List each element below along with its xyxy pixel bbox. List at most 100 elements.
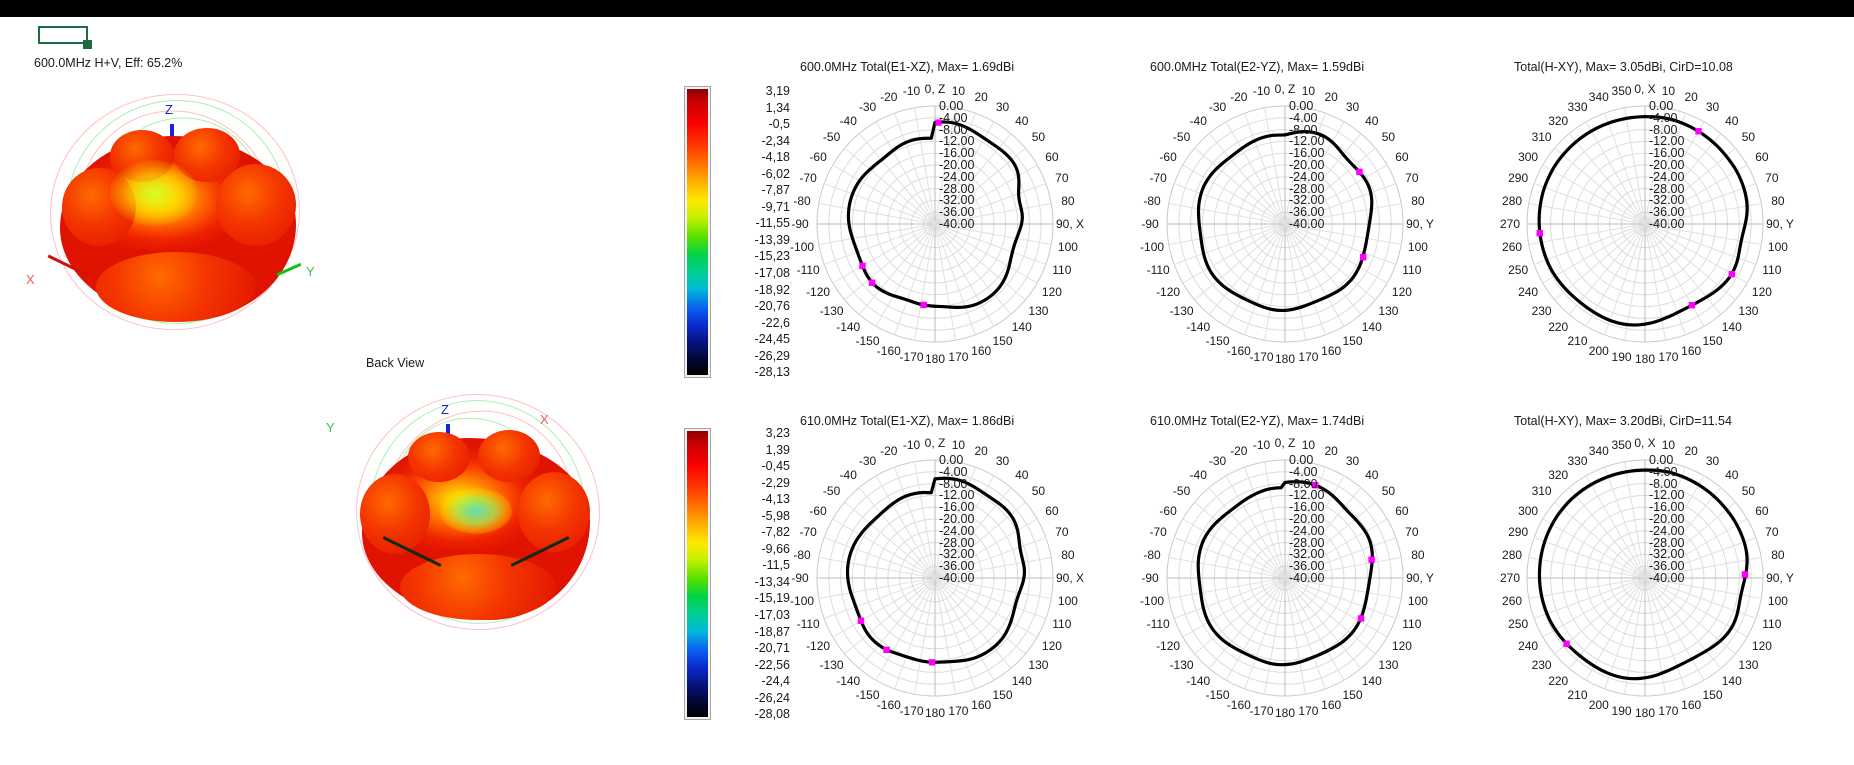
polar-angle-label: -70 [799,524,817,539]
polar-angle-label: 210 [1567,333,1588,348]
polar-angle-label: 170 [948,703,969,718]
polar-angle-label: 40 [1725,467,1739,482]
polar-angle-label: -40 [1189,467,1207,482]
polar-angle-label: -100 [1140,594,1165,609]
colorbar-gradient-row1 [684,428,711,720]
polar-trace [845,476,1027,664]
colorbar-tick: -9,71 [761,199,791,214]
polar-angle-label: 130 [1378,657,1399,672]
polar-angle-label: 0, Z [1274,82,1296,96]
polar-angle-label: -100 [1140,240,1165,255]
colorbar-tick: -22,6 [761,315,791,330]
polar-angle-label: -20 [880,444,898,459]
pattern3d-back-row0[interactable]: Back View Z Y X [326,356,626,656]
polar-radial-tick: -16.00 [1649,146,1685,161]
polar-angle-label: 280 [1502,547,1523,562]
polar-angle-label: 90, Y [1766,217,1794,231]
polar-angle-label: 40 [1015,467,1029,482]
polar-angle-label: 350 [1611,438,1632,453]
polar-radial-tick: -28.00 [939,535,975,550]
polar-angle-label: 10 [951,84,966,99]
polar-angle-label: -40 [839,113,857,128]
colorbar-tick: -20,76 [754,299,790,314]
colorbar-tick: -0,5 [768,117,790,132]
polar-angle-label: 60 [1755,503,1769,518]
polar-radial-tick: 0.00 [1289,453,1314,467]
polar-angle-label: 250 [1508,263,1529,278]
polar-angle-label: -170 [1249,349,1274,364]
polar-plot-e2-yz-row0[interactable]: 600.0MHz Total(E2-YZ), Max= 1.59dBi 0.00 -… [1140,60,1434,366]
polar-angle-label: 280 [1502,193,1523,208]
polar-radial-tick: 0.00 [1289,99,1314,113]
polar-angle-label: 120 [1041,284,1062,299]
polar-angle-label: 300 [1518,149,1539,164]
polar-radial-tick: -16.00 [1289,500,1325,515]
polar-angle-label: -130 [1169,303,1194,318]
polar-angle-label: -70 [1149,524,1167,539]
polar-radial-tick: -36.00 [1649,559,1685,574]
polar-radial-tick: -20.00 [1649,158,1685,172]
polar-angle-label: 100 [1767,594,1788,609]
polar-plot-h-xy-row0[interactable]: Total(H-XY), Max= 3.05dBi, CirD=10.08 0.0… [1500,60,1794,366]
polar-angle-label: 30 [995,454,1010,469]
polar-plot-e2-yz-row1[interactable]: 610.0MHz Total(E2-YZ), Max= 1.74dBi 0.00-… [1140,414,1434,720]
polar-radial-tick: -32.00 [939,547,975,562]
polar-plot-title: 600.0MHz Total(E2-YZ), Max= 1.59dBi [1150,60,1365,74]
polar-angle-label: 170 [948,349,969,364]
polar-angle-label: 20 [1324,444,1338,459]
polar-trace [1196,480,1374,667]
polar-plot-e1-xz-row0[interactable]: 600.0MHz Total(E1-XZ), Max= 1.69dBi 0.00-… [790,60,1084,366]
polar-plot-e1-xz-row1[interactable]: 610.0MHz Total(E1-XZ), Max= 1.86dBi 0.00-… [790,414,1084,720]
polar-angle-label: 60 [1755,149,1769,164]
polar-angle-label: -60 [1159,149,1177,164]
colorbar-tick: -24,4 [761,674,791,689]
pattern3d-front-row0[interactable]: 600.0MHz H+V, Eff: 65.2% Z X Y [26,56,326,356]
polar-radial-tick: -32.00 [1289,547,1325,562]
polar-angle-label: -150 [1205,333,1230,348]
polar-angle-label: 120 [1391,638,1412,653]
polar-radial-tick: -24.00 [1289,523,1325,538]
polar-radial-tick: -8.00 [1649,122,1678,137]
polar-radial-tick: -32.00 [1289,193,1325,208]
polar-angle-label: -140 [836,320,861,335]
polar-angle-label: -120 [1156,638,1181,653]
polar-angle-label: -80 [1143,193,1161,208]
polar-radial-tick: -12.00 [939,488,975,503]
polar-radial-tick: -12.00 [1289,488,1325,503]
polar-angle-label: 160 [1321,343,1342,358]
lobe-bump [518,472,590,552]
colorbar-tick: -24,45 [754,332,790,347]
lobe-bump [400,554,556,620]
polar-grid [1526,105,1764,343]
polar-marker [928,659,936,666]
polar-radial-tick: -24.00 [939,169,975,184]
polar-angle-label: 90, X [1055,217,1085,231]
polar-angle-label: 160 [971,343,992,358]
polar-angle-label: 80 [1771,547,1785,562]
polar-angle-label: -170 [1249,703,1274,718]
polar-angle-label: 70 [1055,524,1069,539]
polar-plot-h-xy-row1[interactable]: Total(H-XY), Max= 3.20dBi, CirD=11.54 0.0… [1500,414,1794,720]
polar-radial-tick: -28.00 [1649,181,1685,196]
polar-angle-label: 310 [1531,130,1552,145]
polar-radial-tick: 0.00 [1649,453,1674,467]
polar-angle-label: 170 [1658,349,1679,364]
polar-radial-tick: -40.00 [1649,571,1685,585]
polar-angle-label: -30 [1208,100,1227,115]
polar-angle-label: 80 [1411,547,1425,562]
polar-angle-label: 240 [1518,284,1539,299]
polar-angle-label: 20 [974,90,988,105]
selection-rectangle-icon[interactable] [38,26,88,44]
polar-angle-label: 90, X [1055,571,1085,585]
polar-radial-tick: -8.00 [1649,476,1678,491]
polar-radial-tick: -40.00 [939,571,975,585]
polar-angle-label: 140 [1011,320,1032,335]
selection-handle-icon[interactable] [83,40,92,49]
polar-angle-label: 50 [1031,484,1046,499]
polar-angle-label: 20 [1324,90,1338,105]
polar-radial-tick: -12.00 [1649,134,1685,149]
polar-radial-tick: -36.00 [1649,205,1685,220]
polar-angle-label: -80 [793,547,811,562]
polar-angle-label: -80 [793,193,811,208]
polar-plot-title: Total(H-XY), Max= 3.05dBi, CirD=10.08 [1514,60,1733,74]
